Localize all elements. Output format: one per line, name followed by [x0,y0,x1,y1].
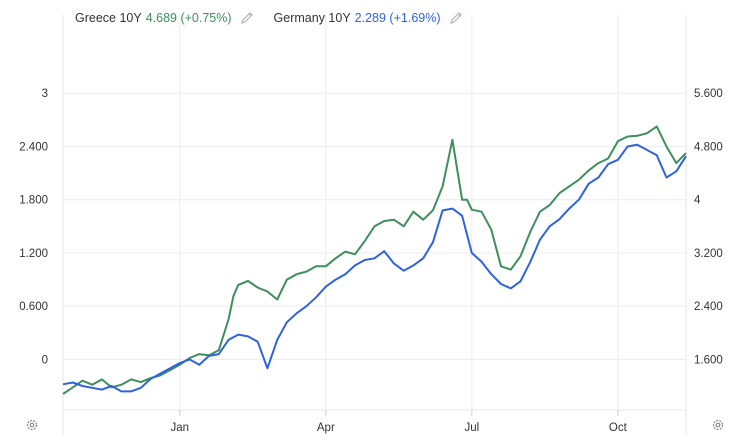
legend-label-greece: Greece 10Y [75,11,142,25]
left-tick-label: 1.800 [19,195,48,207]
x-tick-label: Jan [171,422,190,434]
right-tick-label: 4.800 [694,141,723,153]
pencil-icon[interactable] [240,11,254,25]
x-tick-label: Jul [464,422,479,434]
legend: Greece 10Y 4.689 (+0.75%) Germany 10Y 2.… [75,11,463,25]
gear-icon-left[interactable] [25,418,39,432]
right-tick-label: 2.400 [694,301,723,313]
left-tick-label: 2.400 [19,141,48,153]
series-line-germany [62,143,687,393]
left-tick-label: 1.200 [19,248,48,260]
right-tick-label: 5.600 [694,88,723,100]
legend-item-greece[interactable]: Greece 10Y 4.689 (+0.75%) [75,11,254,25]
series-line-greece [62,125,687,395]
legend-label-germany: Germany 10Y [273,11,351,25]
x-tick-label: Oct [609,422,628,434]
left-tick-label: 3 [42,88,48,100]
right-tick-label: 3.200 [694,248,723,260]
gear-icon-right[interactable] [711,418,725,432]
legend-item-germany[interactable]: Germany 10Y 2.289 (+1.69%) [274,11,463,25]
left-y-axis: 0 0.600 1.200 1.800 2.400 3 [19,88,48,366]
right-tick-label: 1.600 [694,354,723,366]
right-tick-label: 4 [694,195,701,207]
legend-value-germany: 2.289 (+1.69%) [354,11,441,25]
pencil-icon[interactable] [449,11,463,25]
x-tick-label: Apr [317,422,335,434]
x-axis: Jan Apr Jul Oct [171,410,628,434]
legend-value-greece: 4.689 (+0.75%) [145,11,232,25]
right-y-axis: 1.600 2.400 3.200 4 4.800 5.600 [694,88,723,366]
series-lines [62,125,687,395]
left-tick-label: 0 [42,354,48,366]
grid [62,15,687,435]
left-tick-label: 0.600 [19,301,48,313]
